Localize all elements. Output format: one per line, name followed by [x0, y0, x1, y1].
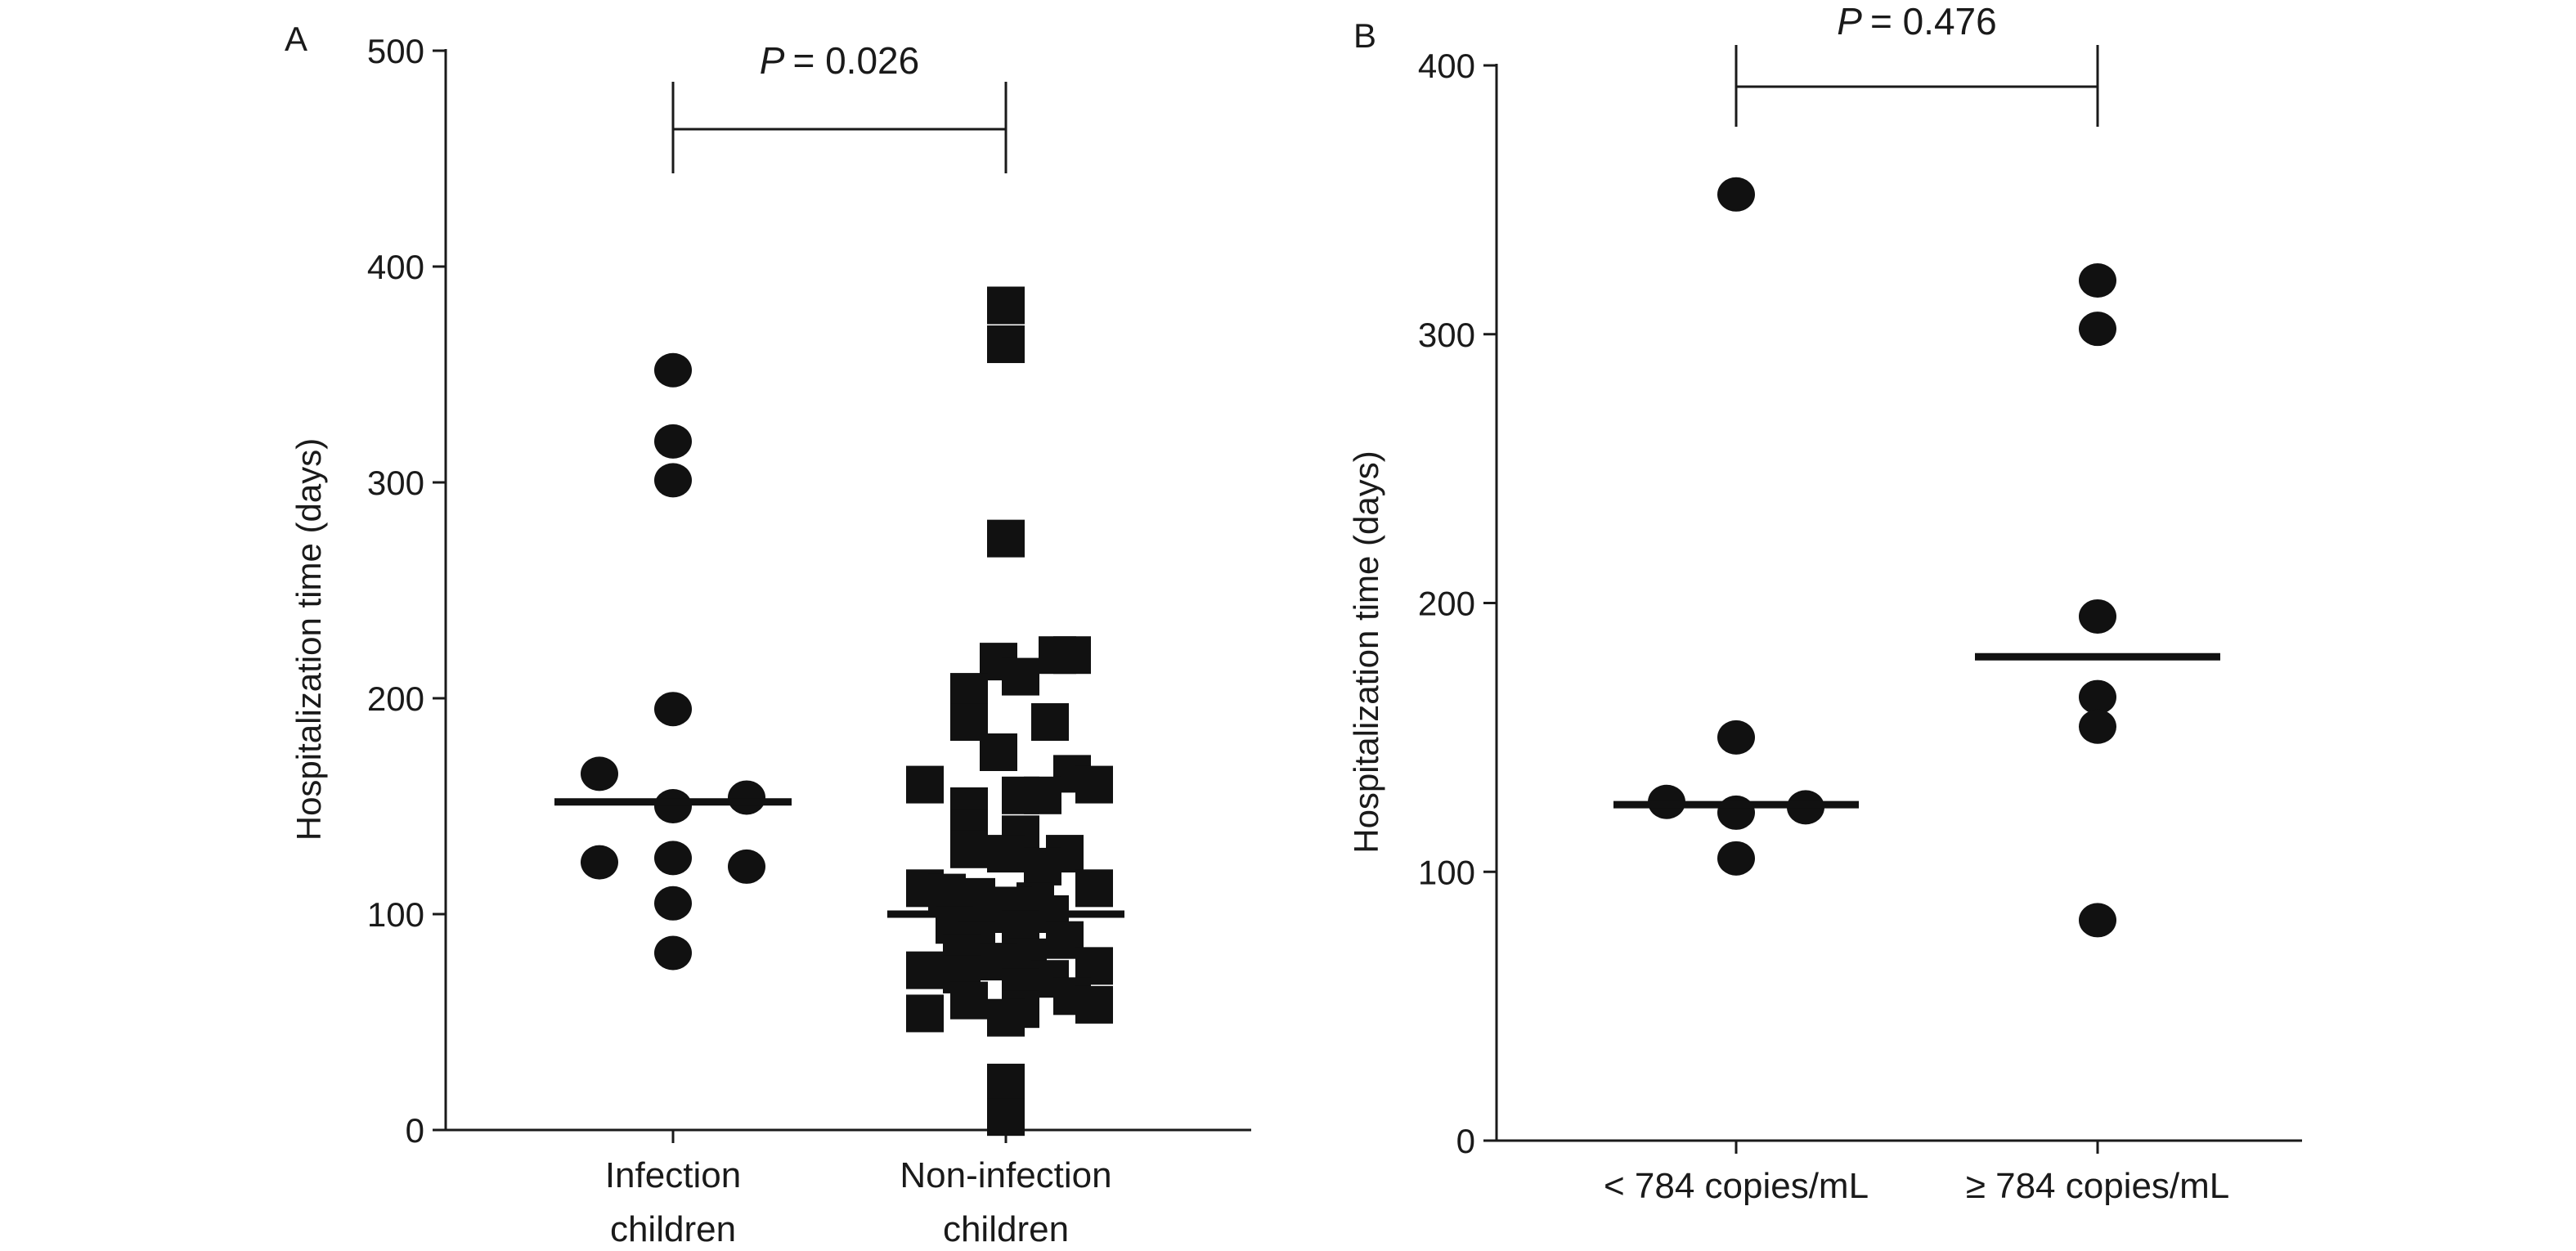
y-tick-label: 100	[367, 895, 424, 934]
data-point-square	[980, 733, 1017, 771]
data-point-circle	[728, 849, 765, 884]
y-tick-label: 300	[367, 464, 424, 502]
data-point-circle	[2079, 903, 2116, 938]
data-point-square	[906, 994, 944, 1033]
x-category-label: children	[610, 1209, 736, 1249]
chart-panel-a: A 0 100 200 300 400 500 Hospitalization time (d…	[285, 20, 1251, 1249]
data-point-square	[1002, 657, 1039, 696]
data-point-circle	[2079, 312, 2116, 347]
data-point-circle	[1717, 795, 1755, 830]
data-point-square	[950, 830, 988, 868]
data-point-square	[987, 519, 1025, 558]
y-tick-label: 500	[367, 32, 424, 70]
y-tick-label: 400	[367, 248, 424, 286]
data-point-circle	[2079, 599, 2116, 634]
chart-panel-b: B 0 100 200 300 400 Hospitalization time (days…	[1347, 0, 2302, 1206]
data-point-circle	[1717, 720, 1755, 755]
data-point-circle	[654, 424, 692, 459]
x-category-label: children	[943, 1209, 1069, 1249]
data-point-circle	[581, 756, 618, 791]
data-point-circle	[654, 841, 692, 876]
data-point-square	[906, 951, 944, 989]
data-point-square	[987, 1063, 1025, 1101]
y-tick-label: 200	[367, 679, 424, 718]
data-point-square	[950, 981, 988, 1020]
data-point-square	[906, 765, 944, 804]
y-tick-label: 200	[1418, 585, 1475, 623]
data-point-circle	[654, 352, 692, 388]
data-point-square	[987, 835, 1025, 873]
data-point-circle	[2079, 263, 2116, 298]
y-tick-label: 400	[1418, 47, 1475, 85]
x-category-label: < 784 copies/mL	[1604, 1166, 1869, 1206]
data-point-square	[987, 325, 1025, 364]
p-value-label: P = 0.026	[760, 39, 919, 82]
data-point-circle	[654, 463, 692, 498]
data-point-circle	[728, 780, 765, 815]
p-symbol: P	[760, 39, 785, 82]
p-value: = 0.476	[1870, 0, 1997, 43]
data-point-circle	[1717, 177, 1755, 212]
data-point-circle	[2079, 679, 2116, 715]
y-tick-label: 100	[1418, 853, 1475, 891]
p-symbol: P	[1837, 0, 1862, 43]
data-point-square	[1031, 703, 1069, 742]
data-point-circle	[654, 692, 692, 727]
data-point-circle	[654, 935, 692, 971]
x-category-label: Infection	[605, 1155, 741, 1195]
data-point-square	[1075, 985, 1113, 1024]
y-tick-label: 0	[1456, 1122, 1475, 1160]
y-tick-label: 300	[1418, 316, 1475, 354]
panel-label: A	[285, 20, 307, 58]
data-point-square	[1024, 847, 1061, 886]
y-axis-title: Hospitalization time (days)	[1347, 451, 1385, 854]
data-point-circle	[1717, 841, 1755, 876]
data-point-square	[987, 998, 1025, 1037]
data-point-square	[987, 1098, 1025, 1137]
data-point-square	[1075, 869, 1113, 908]
p-value: = 0.026	[792, 39, 919, 82]
data-point-square	[1075, 765, 1113, 804]
y-axis-title: Hospitalization time (days)	[289, 438, 328, 841]
p-value-label: P = 0.476	[1837, 0, 1996, 43]
data-point-circle	[2079, 709, 2116, 744]
x-category-label: ≥ 784 copies/mL	[1966, 1166, 2230, 1206]
data-point-circle	[581, 845, 618, 880]
panel-label: B	[1353, 16, 1376, 55]
x-category-label: Non-infection	[900, 1155, 1111, 1195]
data-point-circle	[654, 789, 692, 823]
data-point-square	[1053, 636, 1091, 675]
data-point-square	[987, 286, 1025, 325]
y-tick-label: 0	[406, 1111, 424, 1150]
data-point-square	[1024, 776, 1061, 814]
data-point-circle	[654, 886, 692, 921]
